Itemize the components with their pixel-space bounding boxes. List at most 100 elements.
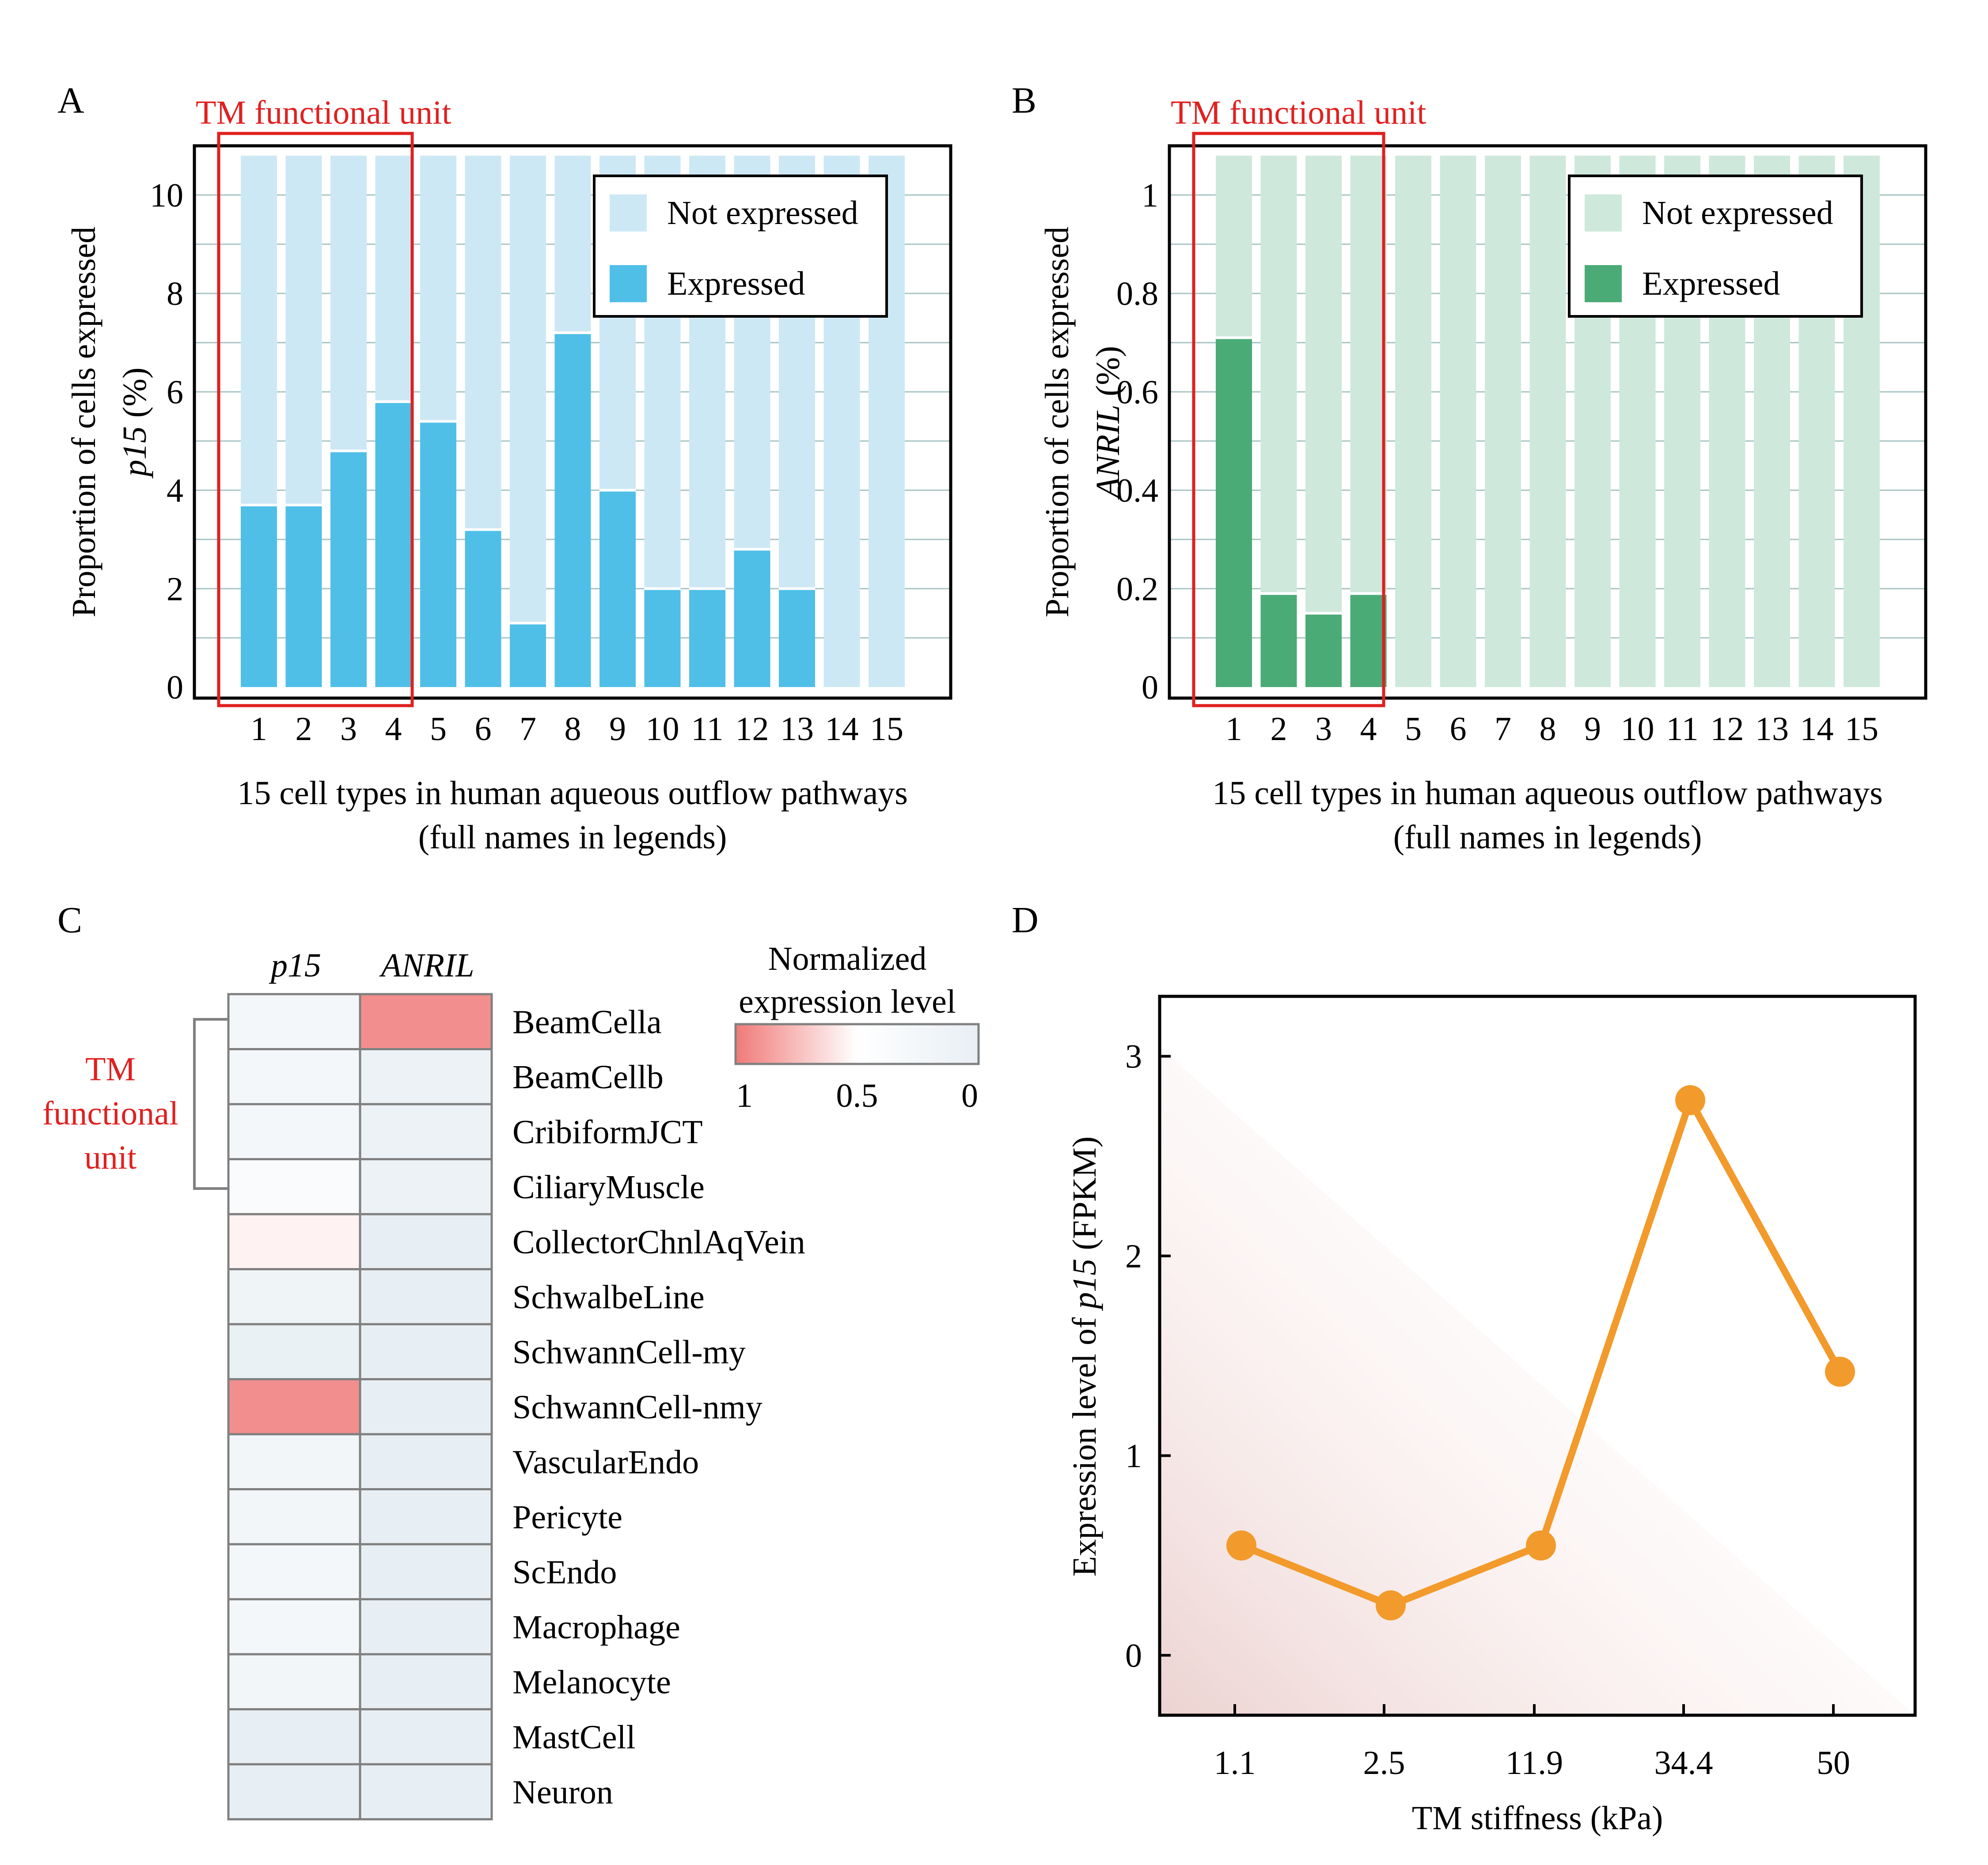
b-bar-not-expressed-5	[1395, 156, 1431, 688]
panel-c-col-p15: p15	[269, 947, 321, 984]
heatmap-cell-p15-ScEndo	[227, 1543, 361, 1600]
heatmap-cell-ANRIL-VascularEndo	[359, 1433, 493, 1490]
a-x-tick-12: 12	[736, 710, 769, 748]
panel-d-y-label: Expression level of p15 (FPKM)	[1066, 1136, 1103, 1576]
heatmap-cell-p15-SchwannCell-my	[227, 1323, 361, 1380]
a-x-tick-10: 10	[646, 710, 679, 748]
panel-c-tm-bracket	[193, 1018, 228, 1190]
heatmap-cell-ANRIL-Melanocyte	[359, 1653, 493, 1710]
b-y-tick-1: 1	[1142, 177, 1158, 214]
heatmap-row-label-Macrophage: Macrophage	[512, 1609, 680, 1646]
heatmap-row-label-VascularEndo: VascularEndo	[512, 1443, 699, 1481]
panel-c-tm-label-1: TM	[85, 1051, 136, 1088]
heatmap-cell-ANRIL-MastCell	[359, 1708, 493, 1766]
a-x-tick-8: 8	[565, 710, 581, 748]
heatmap-row-label-CollectorChnlAqVein: CollectorChnlAqVein	[512, 1223, 805, 1261]
panel-b-axes-frame	[1168, 144, 1927, 700]
a-x-tick-7: 7	[520, 710, 536, 748]
panel-d-background-shading	[1160, 1047, 1915, 1715]
heatmap-cell-p15-CiliaryMuscle	[227, 1158, 361, 1215]
panel-a-legend-swatch-expressed	[610, 265, 647, 302]
a-x-tick-9: 9	[609, 710, 626, 748]
a-bar-not-expressed-1	[241, 156, 277, 505]
panel-b-bar-chart: 00.20.40.60.811 2 3 4 5 6 7 8 9 10 11 12 13 14 15 TM f…	[1039, 94, 1927, 856]
panel-b-y-label-gene-line: ANRIL (%)	[1089, 346, 1127, 500]
a-bar-expressed-12	[734, 549, 770, 687]
a-bar-not-expressed-8	[554, 156, 591, 333]
panel-b-legend-not-expressed: Not expressed	[1642, 194, 1833, 232]
panel-c-colorbar-tick-0: 0	[961, 1077, 978, 1114]
a-bar-expressed-10	[644, 589, 681, 687]
heatmap-cell-ANRIL-SchwannCell-my	[359, 1323, 493, 1380]
panel-c-cells	[227, 993, 493, 1820]
panel-d-axes-frame	[1158, 995, 1917, 1717]
heatmap-row-label-BeamCella: BeamCella	[512, 1003, 662, 1041]
b-x-tick-5: 5	[1405, 710, 1422, 748]
panel-c-colorbar-tick-05: 0.5	[836, 1077, 878, 1114]
panel-a-legend-swatch-not-expressed	[610, 194, 647, 232]
d-y-tick-1: 1	[1125, 1437, 1142, 1474]
b-x-tick-9: 9	[1584, 710, 1601, 748]
heatmap-row-label-SchwannCell-my: SchwannCell-my	[512, 1333, 746, 1371]
panel-d-y-label-prefix: Expression level of	[1066, 1309, 1103, 1576]
heatmap-cell-ANRIL-CollectorChnlAqVein	[359, 1213, 493, 1270]
panel-d-tick-marks: 0 1 2 3 1.1 2.5 11.9 34.4 50	[1125, 1038, 1850, 1781]
a-x-tick-5: 5	[430, 710, 447, 748]
heatmap-row-label-Neuron: Neuron	[512, 1774, 613, 1811]
heatmap-cell-p15-Melanocyte	[227, 1653, 361, 1710]
panel-a-legend: Not expressed Expressed	[593, 175, 888, 318]
heatmap-cell-p15-CribiformJCT	[227, 1103, 361, 1160]
b-bar-not-expressed-3	[1305, 156, 1342, 613]
b-y-tick-0.2: 0.2	[1116, 570, 1158, 608]
heatmap-cell-ANRIL-SchwalbeLine	[359, 1268, 493, 1326]
panel-c-colorbar-tick-1: 1	[736, 1077, 753, 1114]
b-y-tick-0.4: 0.4	[1116, 472, 1158, 509]
panel-a-y-gene: p15	[116, 426, 153, 479]
heatmap-row-label-SchwalbeLine: SchwalbeLine	[512, 1279, 705, 1316]
a-y-tick-10: 10	[150, 177, 183, 214]
panel-label-d: D	[1012, 900, 1039, 941]
d-point-50	[1825, 1356, 1855, 1387]
panel-c-tm-label-3: unit	[84, 1139, 137, 1176]
panel-a-legend-not-expressed: Not expressed	[667, 194, 858, 232]
heatmap-cell-p15-BeamCellb	[227, 1048, 361, 1105]
d-x-tick-34.4: 34.4	[1654, 1744, 1713, 1781]
heatmap-row-label-Melanocyte: Melanocyte	[512, 1664, 671, 1701]
b-y-tick-0: 0	[1142, 669, 1158, 706]
panel-label-c: C	[57, 900, 82, 941]
d-y-tick-0: 0	[1125, 1637, 1142, 1674]
panel-b-y-gene: ANRIL	[1089, 405, 1127, 500]
panel-b-y-unit: (%)	[1089, 346, 1127, 405]
a-y-tick-2: 2	[167, 570, 183, 608]
b-x-tick-14: 14	[1800, 710, 1834, 748]
a-x-tick-4: 4	[385, 710, 402, 748]
d-point-34.4	[1675, 1085, 1705, 1116]
b-x-tick-11: 11	[1666, 710, 1698, 748]
a-y-tick-4: 4	[167, 472, 183, 509]
panel-a-x-label-note: (full names in legends)	[418, 819, 727, 856]
heatmap-row-label-ScEndo: ScEndo	[512, 1554, 617, 1591]
a-bar-expressed-1	[241, 505, 277, 687]
panel-a-y-label: Proportion of cells expressed	[65, 227, 102, 617]
a-bar-not-expressed-5	[420, 156, 456, 422]
b-bar-not-expressed-6	[1440, 156, 1476, 688]
panel-a-legend-expressed: Expressed	[667, 265, 805, 302]
panel-label-b: B	[1012, 80, 1036, 121]
b-x-tick-13: 13	[1755, 710, 1789, 748]
b-x-tick-15: 15	[1845, 710, 1878, 748]
a-bar-expressed-2	[285, 505, 322, 687]
d-x-tick-50: 50	[1817, 1744, 1850, 1781]
a-bar-expressed-7	[510, 623, 546, 687]
panel-d-series	[1226, 1085, 1855, 1621]
panel-a-y-unit: (%)	[116, 368, 153, 426]
heatmap-cell-p15-SchwalbeLine	[227, 1268, 361, 1326]
panel-b-legend: Not expressed Expressed	[1568, 175, 1863, 318]
d-y-tick-2: 2	[1125, 1238, 1142, 1275]
heatmap-row-label-BeamCellb: BeamCellb	[512, 1059, 664, 1096]
panel-b-tick-labels: 00.20.40.60.811 2 3 4 5 6 7 8 9 10 11 12 13 14 15	[1116, 177, 1878, 748]
b-bar-not-expressed-4	[1350, 156, 1387, 594]
panel-b-legend-swatch-expressed	[1585, 265, 1622, 302]
heatmap-cell-ANRIL-Neuron	[359, 1763, 493, 1820]
